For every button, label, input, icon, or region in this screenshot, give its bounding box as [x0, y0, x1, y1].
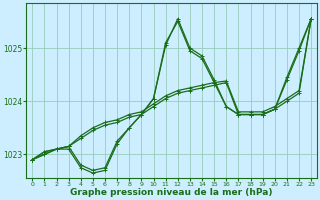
X-axis label: Graphe pression niveau de la mer (hPa): Graphe pression niveau de la mer (hPa)	[70, 188, 273, 197]
